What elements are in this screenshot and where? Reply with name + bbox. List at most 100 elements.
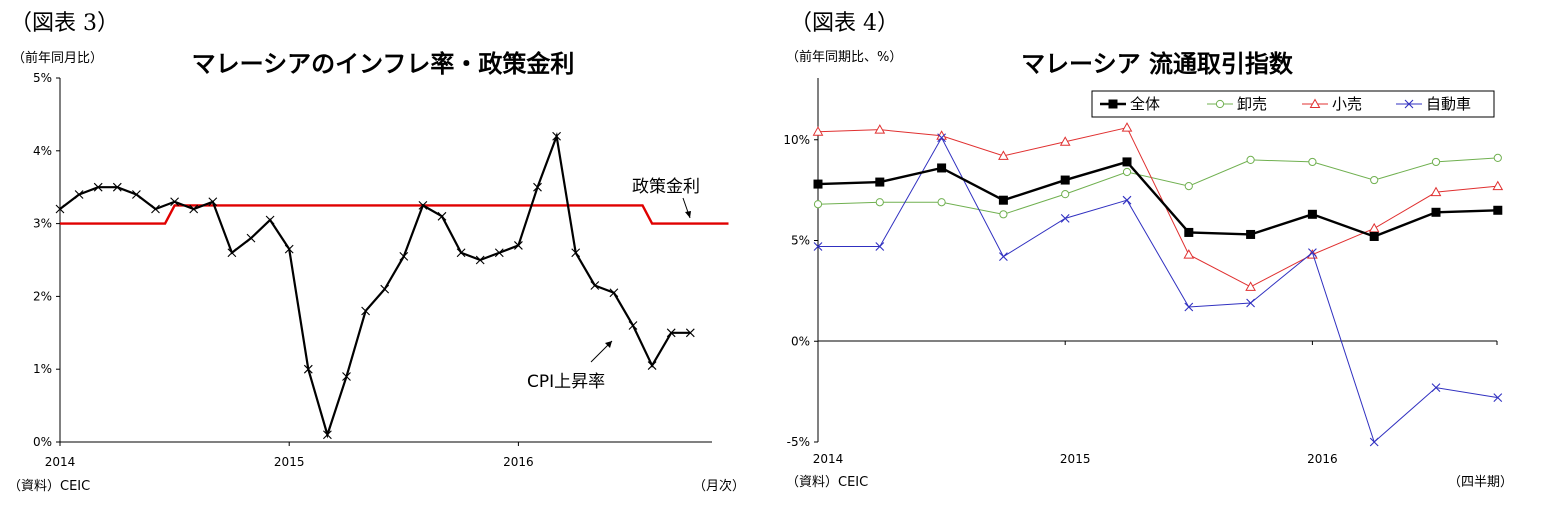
data-point-cpi xyxy=(685,328,695,338)
data-point-cpi xyxy=(151,204,160,214)
data-point-cpi xyxy=(552,131,561,141)
data-point-卸売 xyxy=(1122,167,1132,177)
data-point-cpi xyxy=(74,190,84,199)
data-point-小売 xyxy=(1492,180,1504,191)
data-point-自動車 xyxy=(875,242,885,251)
data-point-cpi xyxy=(284,244,294,254)
data-point-自動車 xyxy=(813,242,823,251)
data-point-cpi xyxy=(361,306,370,316)
annotation-arrowhead-policy xyxy=(685,211,691,218)
legend-label-小売: 小売 xyxy=(1332,95,1362,113)
data-point-卸売 xyxy=(937,198,946,207)
legend-4: 全体 卸売 小売 自動車 xyxy=(1091,90,1495,118)
annotation-policy-rate: 政策金利 xyxy=(632,177,700,197)
unit-label-4: （前年同期比、%） xyxy=(786,49,902,65)
data-point-全体 xyxy=(875,177,885,187)
data-point-小売 xyxy=(1245,281,1256,291)
data-point-cpi xyxy=(93,182,103,192)
x-ticks-4: 2014 2015 2016 xyxy=(813,341,1498,466)
data-point-全体 xyxy=(1122,157,1132,167)
data-point-卸売 xyxy=(1493,153,1502,162)
data-point-自動車 xyxy=(937,133,946,143)
data-point-全体 xyxy=(1431,207,1441,217)
data-point-自動車 xyxy=(1184,302,1194,312)
data-point-cpi xyxy=(647,361,657,370)
y-tick-label: 2% xyxy=(33,289,52,303)
data-point-cpi xyxy=(170,197,179,207)
data-point-全体 xyxy=(1060,175,1070,185)
data-point-自動車 xyxy=(1060,213,1070,223)
legend-box xyxy=(1091,90,1495,118)
data-point-全体 xyxy=(1307,209,1317,219)
chart-4: （図表 4） マレーシア 流通取引指数 （前年同期比、%） -5% 0% 5% 10%… xyxy=(783,11,1513,490)
data-point-cpi xyxy=(666,328,676,338)
legend-label-自動車: 自動車 xyxy=(1426,95,1471,113)
data-point-卸売 xyxy=(1061,190,1070,199)
chart-3: （図表 3） マレーシアのインフレ率・政策金利 （前年同月比） 0% 1% 2% 3%… xyxy=(8,11,745,494)
data-point-cpi xyxy=(494,248,504,258)
data-point-cpi xyxy=(189,204,199,214)
data-point-cpi xyxy=(265,215,275,225)
data-point-全体 xyxy=(1493,205,1503,215)
series-line-全体 xyxy=(817,160,1498,238)
x-tick-label: 2016 xyxy=(503,455,534,469)
data-point-全体 xyxy=(998,195,1008,205)
data-point-自動車 xyxy=(999,252,1008,262)
annotation-cpi: CPI上昇率 xyxy=(527,372,605,392)
data-point-cpi xyxy=(112,182,122,192)
data-point-卸売 xyxy=(813,200,823,209)
data-point-cpi xyxy=(571,248,581,258)
data-point-cpi xyxy=(208,197,218,207)
legend-marker-卸売 xyxy=(1215,99,1225,109)
source-3: （資料）CEIC xyxy=(8,479,90,494)
data-point-cpi xyxy=(246,233,256,243)
unit-label-3: （前年同月比） xyxy=(12,50,103,66)
data-point-卸売 xyxy=(1184,181,1193,191)
data-point-cpi xyxy=(628,321,638,330)
legend-label-卸売: 卸売 xyxy=(1237,95,1267,113)
data-point-小売 xyxy=(1059,136,1071,146)
y-tick-label: 5% xyxy=(791,234,810,248)
x-unit-4: （四半期） xyxy=(1448,475,1513,490)
data-point-小売 xyxy=(1430,186,1442,197)
legend-marker-自動車 xyxy=(1404,99,1414,109)
y-tick-label: 10% xyxy=(783,133,810,147)
annotation-arrowhead-cpi xyxy=(605,341,612,348)
data-point-cpi xyxy=(399,251,409,261)
data-point-cpi xyxy=(456,248,466,258)
data-point-cpi xyxy=(323,430,332,440)
data-point-全体 xyxy=(1184,227,1194,237)
data-point-小売 xyxy=(1183,249,1195,259)
chart-title-3: マレーシアのインフレ率・政策金利 xyxy=(192,50,575,78)
source-4: （資料）CEIC xyxy=(786,475,868,490)
data-point-cpi xyxy=(132,190,141,199)
data-point-小売 xyxy=(1121,122,1133,132)
legend-marker-全体 xyxy=(1108,99,1118,109)
data-point-卸売 xyxy=(999,210,1008,219)
data-point-cpi xyxy=(533,182,542,192)
data-point-自動車 xyxy=(1493,393,1503,403)
y-ticks-3: 0% 1% 2% 3% 4% 5% xyxy=(33,71,60,449)
series-line-卸売 xyxy=(817,157,1498,215)
y-ticks-4: -5% 0% 5% 10% xyxy=(783,133,818,449)
legend-marker-小売 xyxy=(1309,98,1321,108)
data-point-cpi xyxy=(303,364,313,374)
y-tick-label: 4% xyxy=(33,144,52,158)
y-tick-label: -5% xyxy=(787,435,810,449)
x-tick-label: 2015 xyxy=(1060,452,1091,466)
data-point-自動車 xyxy=(1369,437,1379,447)
data-point-cpi xyxy=(609,288,619,298)
y-tick-label: 3% xyxy=(33,217,52,231)
data-point-cpi xyxy=(55,204,65,214)
data-point-cpi xyxy=(514,241,523,250)
legend-label-全体: 全体 xyxy=(1130,95,1160,113)
series-group-3 xyxy=(55,131,729,440)
x-ticks-3: 2014 2015 2016 xyxy=(45,442,534,469)
data-point-自動車 xyxy=(1431,383,1441,392)
y-tick-label: 1% xyxy=(33,362,52,376)
x-tick-label: 2014 xyxy=(45,455,76,469)
data-point-自動車 xyxy=(1308,248,1317,257)
x-tick-label: 2016 xyxy=(1307,452,1338,466)
series-line-cpi xyxy=(59,131,691,439)
